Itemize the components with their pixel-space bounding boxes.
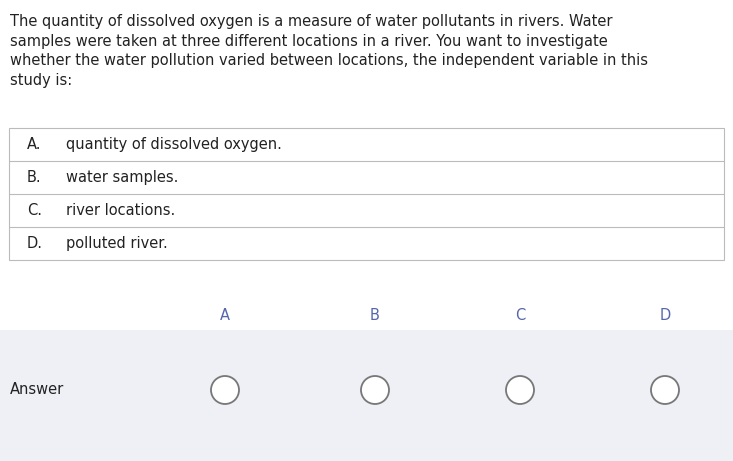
Circle shape [211, 376, 239, 404]
Text: samples were taken at three different locations in a river. You want to investig: samples were taken at three different lo… [10, 34, 608, 49]
FancyBboxPatch shape [9, 128, 724, 260]
Text: polluted river.: polluted river. [66, 236, 168, 251]
Text: A.: A. [27, 137, 41, 152]
Text: C.: C. [27, 203, 42, 218]
Text: Answer: Answer [10, 383, 65, 397]
FancyBboxPatch shape [0, 330, 733, 461]
Circle shape [506, 376, 534, 404]
Circle shape [361, 376, 389, 404]
Text: river locations.: river locations. [66, 203, 175, 218]
Text: quantity of dissolved oxygen.: quantity of dissolved oxygen. [66, 137, 282, 152]
Text: A: A [220, 307, 230, 323]
Text: The quantity of dissolved oxygen is a measure of water pollutants in rivers. Wat: The quantity of dissolved oxygen is a me… [10, 14, 613, 29]
Circle shape [651, 376, 679, 404]
Text: B: B [370, 307, 380, 323]
Text: study is:: study is: [10, 73, 73, 88]
Text: C: C [515, 307, 525, 323]
Text: D: D [660, 307, 671, 323]
Text: B.: B. [27, 170, 42, 185]
Text: water samples.: water samples. [66, 170, 179, 185]
Text: whether the water pollution varied between locations, the independent variable i: whether the water pollution varied betwe… [10, 53, 648, 68]
Text: D.: D. [27, 236, 43, 251]
